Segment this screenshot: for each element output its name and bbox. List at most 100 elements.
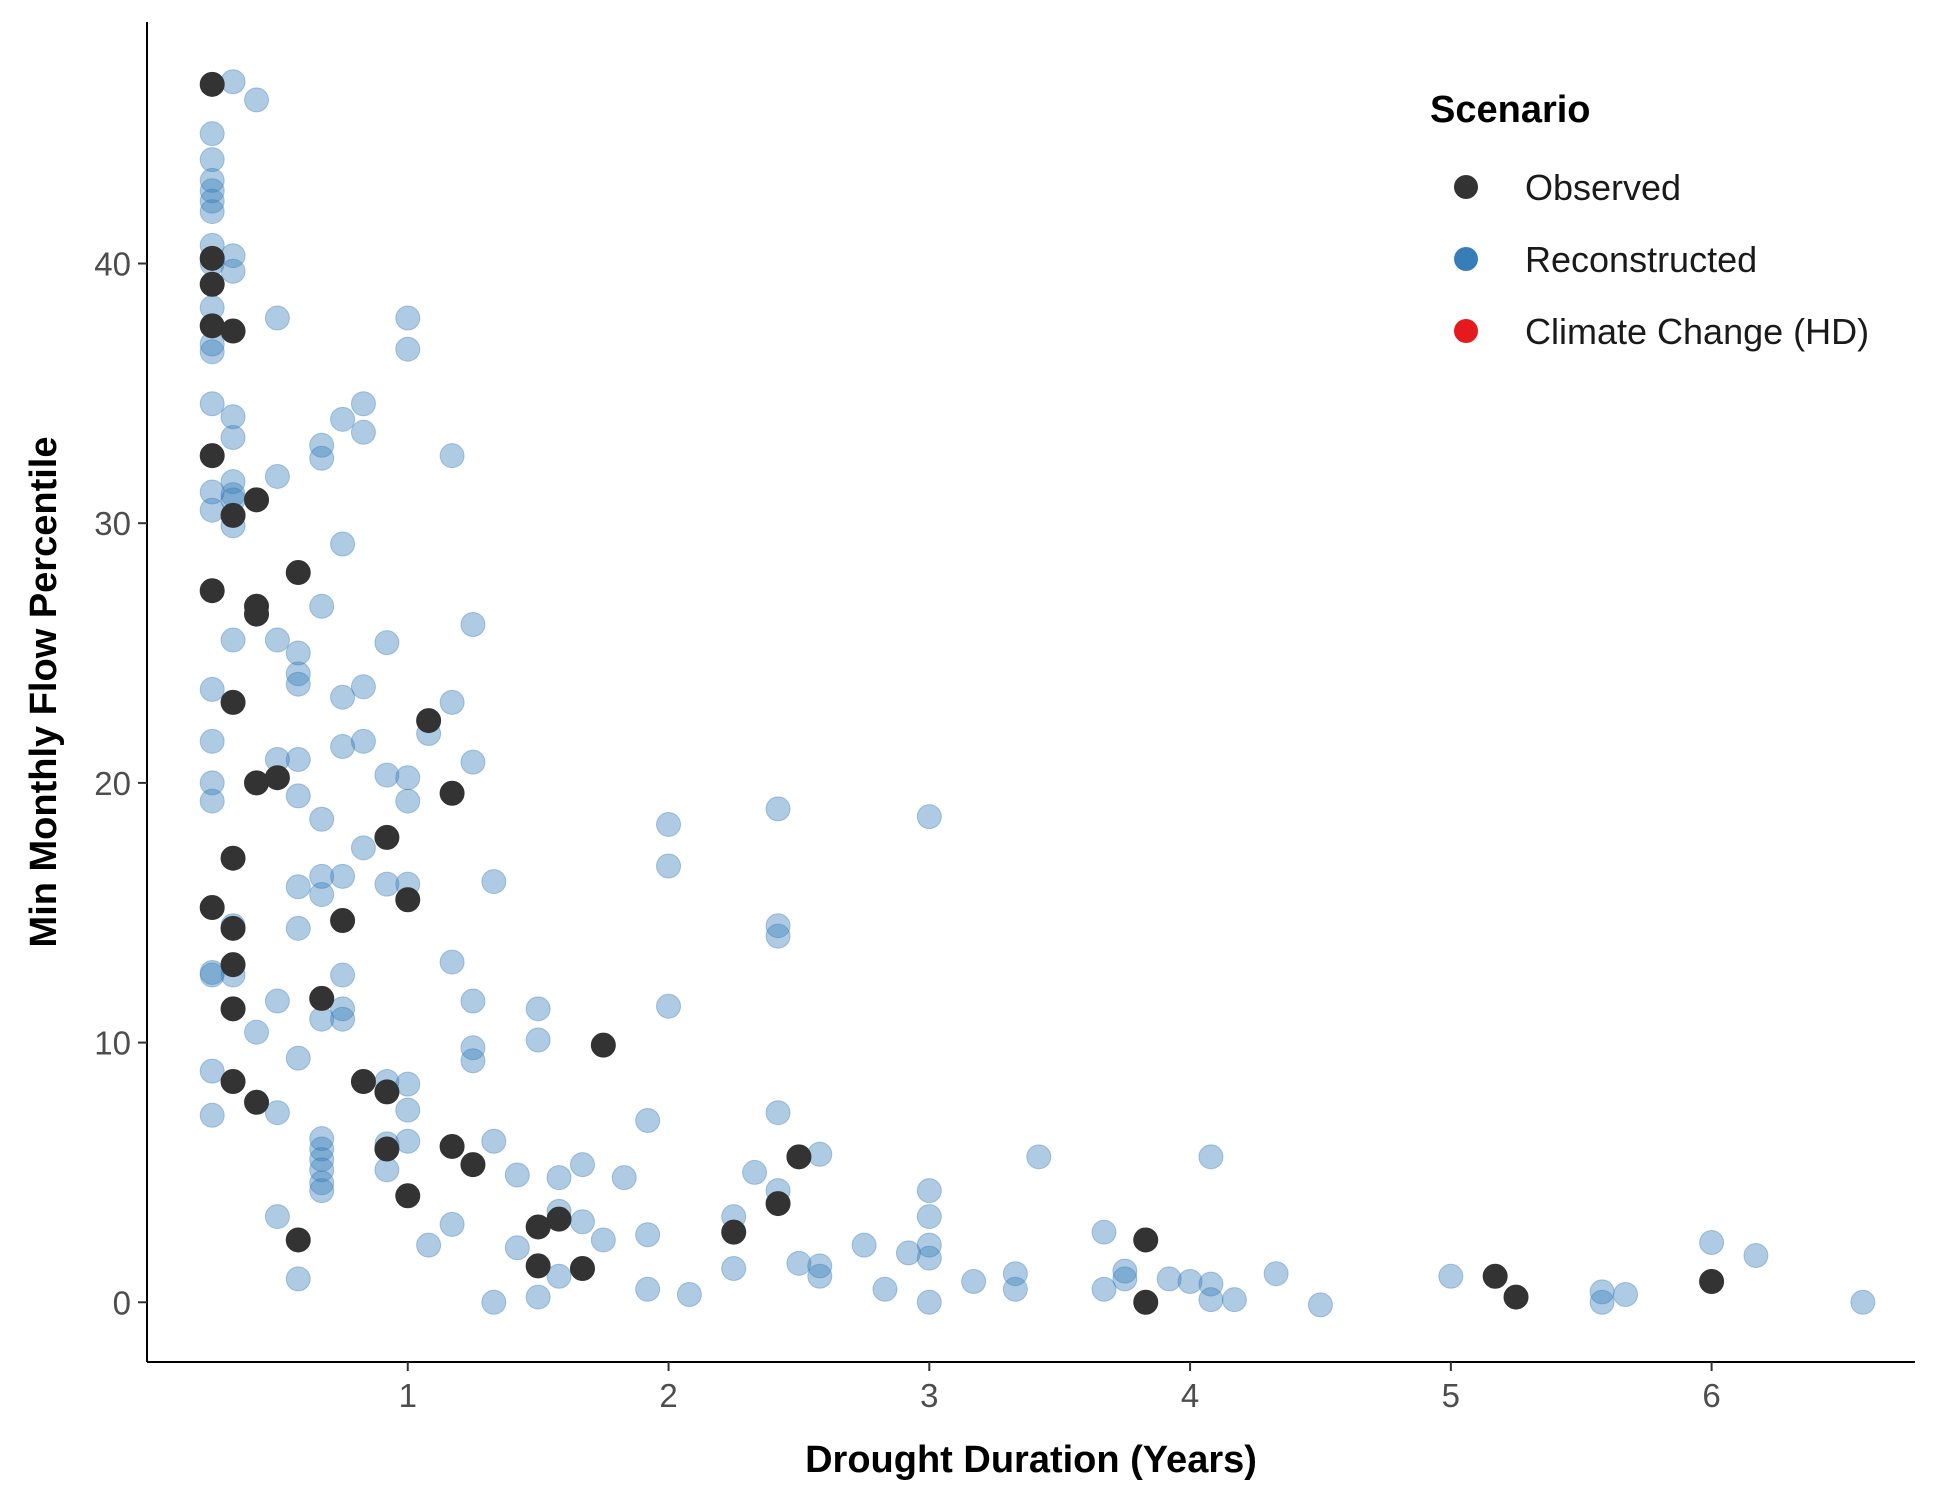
data-point [1133,1289,1159,1315]
data-point [742,1159,768,1185]
data-point [1091,1219,1117,1245]
data-point [264,765,290,791]
data-point [220,1069,246,1095]
data-point [916,1232,942,1258]
data-point [220,952,246,978]
data-point [1091,1276,1117,1302]
y-tick-label: 30 [94,505,131,542]
data-point [765,1100,791,1126]
data-point [199,271,225,297]
data-point [264,988,290,1014]
data-point [395,1097,421,1123]
data-point [1112,1258,1138,1284]
data-point [1026,1144,1052,1170]
data-point [1263,1261,1289,1287]
data-point [220,996,246,1022]
data-point [309,1136,335,1162]
x-axis-title: Drought Duration (Years) [805,1439,1257,1481]
data-point [244,1089,270,1115]
data-point [1112,1266,1138,1292]
data-point [374,824,400,850]
data-point [264,463,290,489]
data-point [439,689,465,715]
data-point [285,560,311,586]
data-point [439,949,465,975]
data-point [264,305,290,331]
data-point [309,1146,335,1172]
data-point [807,1253,833,1279]
data-point [1133,1227,1159,1253]
data-point [460,611,486,637]
data-point [916,1204,942,1230]
data-point [481,869,507,895]
data-point [374,762,400,788]
data-point [244,1019,270,1045]
data-point [220,915,246,941]
x-tick-label: 2 [659,1377,677,1414]
data-point [330,406,356,432]
data-point [635,1107,661,1133]
legend-entries: Observed Reconstructed Climate Change (HD) [1454,167,1869,352]
data-point [330,908,356,934]
data-point [285,783,311,809]
data-point [635,1276,661,1302]
data-point [525,1284,551,1310]
data-point [309,1157,335,1183]
data-point [350,835,376,861]
data-point [439,443,465,469]
legend-key [1454,319,1478,343]
data-point [656,811,682,837]
data-point [309,1126,335,1152]
y-tick-label: 20 [94,765,131,802]
data-point [285,1266,311,1292]
data-point [285,671,311,697]
legend-label: Observed [1525,167,1681,208]
data-point [309,882,335,908]
data-point [1198,1144,1224,1170]
data-point [350,728,376,754]
data-point [309,593,335,619]
data-point [330,996,356,1022]
y-axis-title: Min Monthly Flow Percentile [23,437,65,948]
data-point [309,806,335,832]
data-point [220,258,246,284]
legend-key [1454,175,1478,199]
data-point [220,318,246,344]
data-point [220,689,246,715]
data-point [350,391,376,417]
data-point [1589,1289,1615,1315]
data-point [309,1170,335,1196]
data-point [285,747,311,773]
data-point [590,1227,616,1253]
data-point [460,988,486,1014]
data-point [460,1035,486,1061]
data-point [330,1006,356,1032]
data-point [199,391,225,417]
data-point [264,627,290,653]
data-point [199,147,225,173]
plot-area [199,69,1876,1318]
data-point [656,993,682,1019]
data-point [374,871,400,897]
data-point [330,531,356,557]
data-point [525,1253,551,1279]
data-point [199,313,225,339]
data-point [220,404,246,430]
data-point [611,1165,637,1191]
data-point [786,1144,812,1170]
data-point [330,863,356,889]
data-point [285,1045,311,1071]
data-point [481,1289,507,1315]
data-point [220,425,246,451]
data-point [199,167,225,193]
data-point [244,487,270,513]
data-point [244,770,270,796]
data-point [199,479,225,505]
data-point [439,1211,465,1237]
series-observed [199,71,1725,1315]
legend-title: Scenario [1430,89,1591,131]
data-point [569,1256,595,1282]
data-point [220,845,246,871]
data-point [1198,1271,1224,1297]
